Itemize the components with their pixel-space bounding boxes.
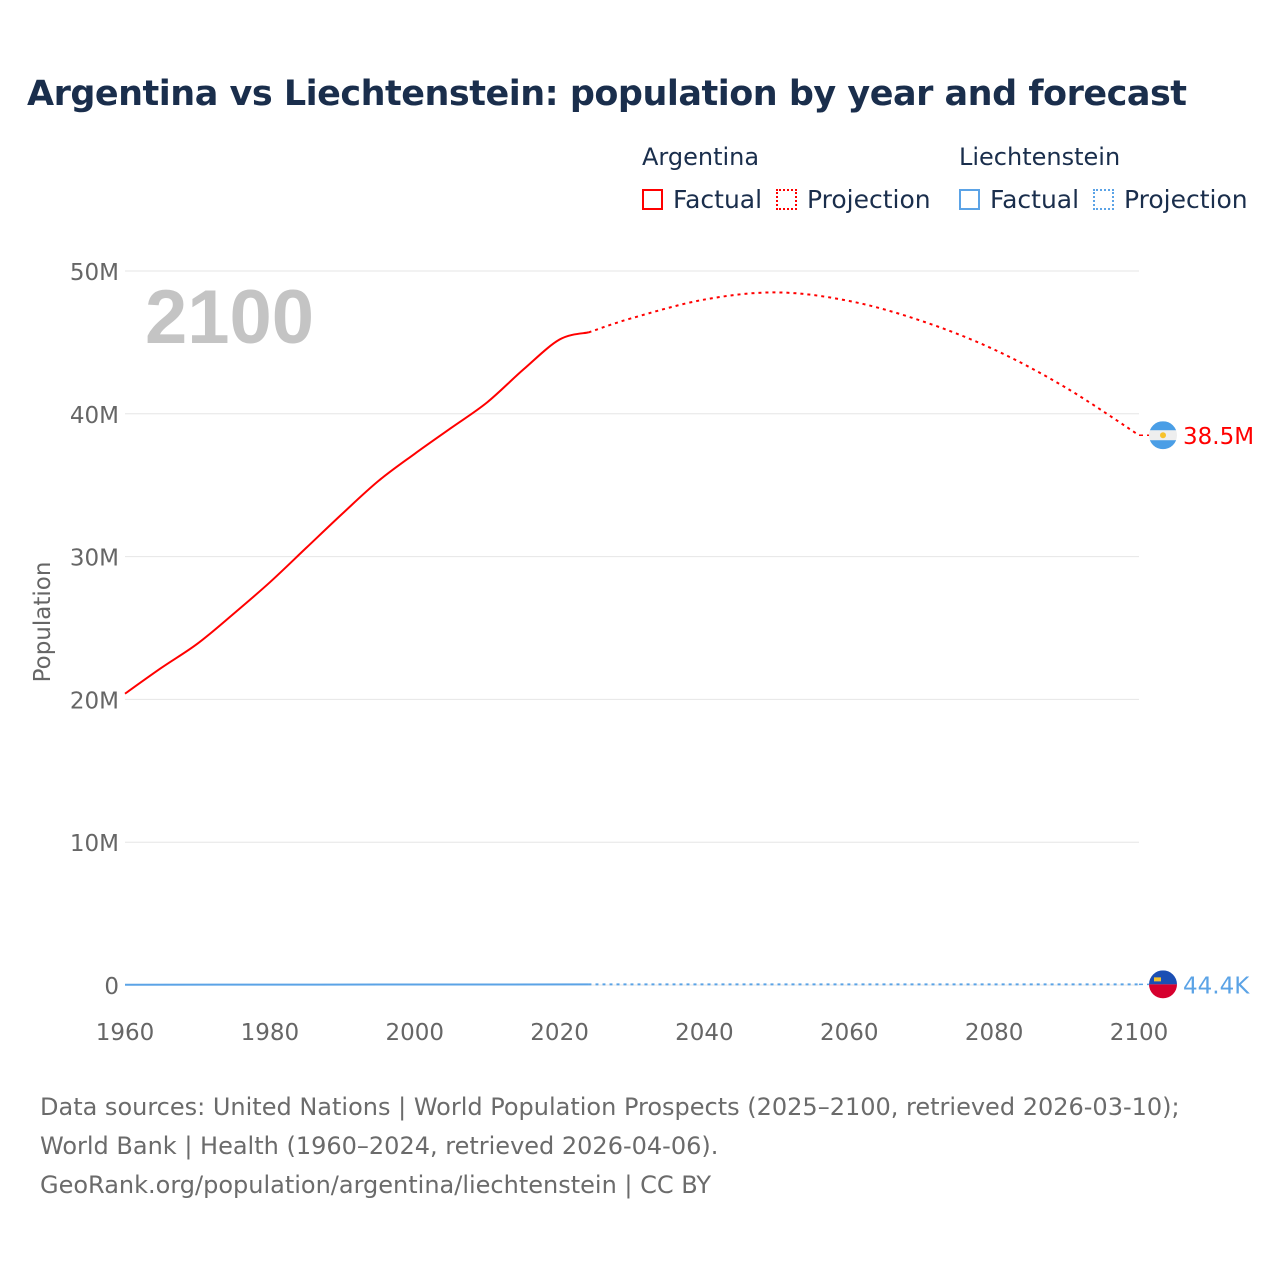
liechtenstein-flag-icon xyxy=(1149,970,1177,999)
y-tick-label: 30M xyxy=(70,546,119,572)
y-tick-label: 50M xyxy=(70,260,119,286)
x-tick-label: 2020 xyxy=(530,1020,589,1046)
year-overlay: 2100 xyxy=(145,275,314,360)
legend-liechtenstein-factual[interactable]: Factual xyxy=(959,185,1079,214)
data-sources: Data sources: United Nations | World Pop… xyxy=(40,1093,1180,1160)
y-tick-label: 40M xyxy=(70,403,119,429)
x-tick-label: 2100 xyxy=(1110,1020,1169,1046)
legend-label: Projection xyxy=(807,185,931,214)
x-tick-label: 1960 xyxy=(96,1020,155,1046)
x-tick-label: 2040 xyxy=(675,1020,734,1046)
argentina-flag-icon xyxy=(1149,421,1177,450)
argentina-end-label: 38.5M xyxy=(1183,424,1254,450)
chart-title: Argentina vs Liechtenstein: population b… xyxy=(27,74,1187,114)
liechtenstein-end-label: 44.4K xyxy=(1183,973,1250,999)
legend-group-argentina: Argentina xyxy=(642,143,760,171)
y-axis-label: Population xyxy=(30,562,56,683)
legend-group-liechtenstein: Liechtenstein xyxy=(959,143,1121,171)
legend-argentina-projection[interactable]: Projection xyxy=(776,185,931,214)
x-tick-label: 1980 xyxy=(241,1020,300,1046)
x-tick-label: 2000 xyxy=(385,1020,444,1046)
legend-swatch xyxy=(642,189,663,210)
legend-liechtenstein-projection[interactable]: Projection xyxy=(1093,185,1248,214)
y-tick-label: 10M xyxy=(70,831,119,857)
y-tick-label: 20M xyxy=(70,688,119,714)
legend-label: Factual xyxy=(673,185,763,214)
legend-label: Factual xyxy=(990,185,1080,214)
argentina-factual-line xyxy=(124,331,589,695)
source-link[interactable]: GeoRank.org/population/argentina/liechte… xyxy=(40,1171,712,1199)
legend-swatch xyxy=(959,189,980,210)
y-tick-label: 0 xyxy=(104,974,119,1000)
legend-label: Projection xyxy=(1124,185,1248,214)
footer: Data sources: United Nations | World Pop… xyxy=(40,1088,1240,1205)
plot-area: 2100 Population 0 10M 20M 30M 40M 50M 1960 1980… xyxy=(30,260,1254,1046)
legend-argentina-factual[interactable]: Factual xyxy=(642,185,762,214)
legend-swatch xyxy=(1093,189,1114,210)
x-tick-label: 2080 xyxy=(965,1020,1024,1046)
x-tick-label: 2060 xyxy=(820,1020,879,1046)
legend-swatch xyxy=(776,189,797,210)
